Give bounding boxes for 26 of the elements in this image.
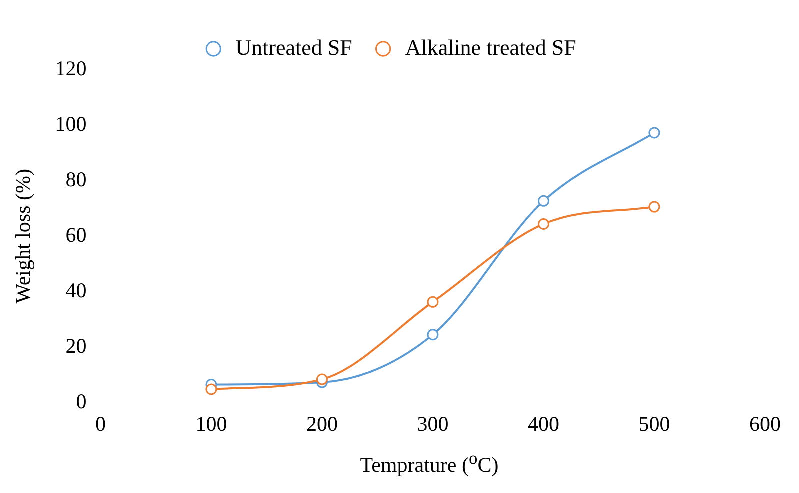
point bbox=[427, 296, 439, 308]
y-tick-label: 120 bbox=[55, 56, 87, 81]
x-tick-label: 500 bbox=[638, 412, 670, 436]
point bbox=[538, 195, 550, 207]
y-tick-label: 20 bbox=[66, 334, 87, 358]
legend-label: Alkaline treated SF bbox=[405, 34, 576, 60]
y-axis-title: Weight loss (%) bbox=[11, 169, 36, 304]
y-tick-label: 80 bbox=[66, 167, 87, 192]
x-tick-label: 300 bbox=[417, 412, 449, 436]
x-tick-label: 600 bbox=[750, 412, 781, 436]
point bbox=[648, 127, 660, 139]
y-tick-label: 0 bbox=[76, 389, 87, 414]
x-tick-label: 400 bbox=[528, 412, 560, 436]
x-axis-title: Temprature ($^{o}$C) bbox=[359, 448, 500, 478]
legend-label: Untreated SF bbox=[236, 34, 352, 60]
x-tick-label: 200 bbox=[306, 412, 338, 436]
y-tick-label: 60 bbox=[66, 222, 87, 247]
point bbox=[538, 218, 550, 230]
x-tick-label: 0 bbox=[95, 412, 106, 436]
x-tick-label: 100 bbox=[196, 412, 228, 436]
point bbox=[648, 201, 660, 213]
y-tick-label: 40 bbox=[66, 278, 87, 302]
point bbox=[427, 329, 439, 341]
point bbox=[316, 374, 328, 386]
y-tick-label: 100 bbox=[55, 112, 87, 136]
point bbox=[206, 384, 218, 396]
